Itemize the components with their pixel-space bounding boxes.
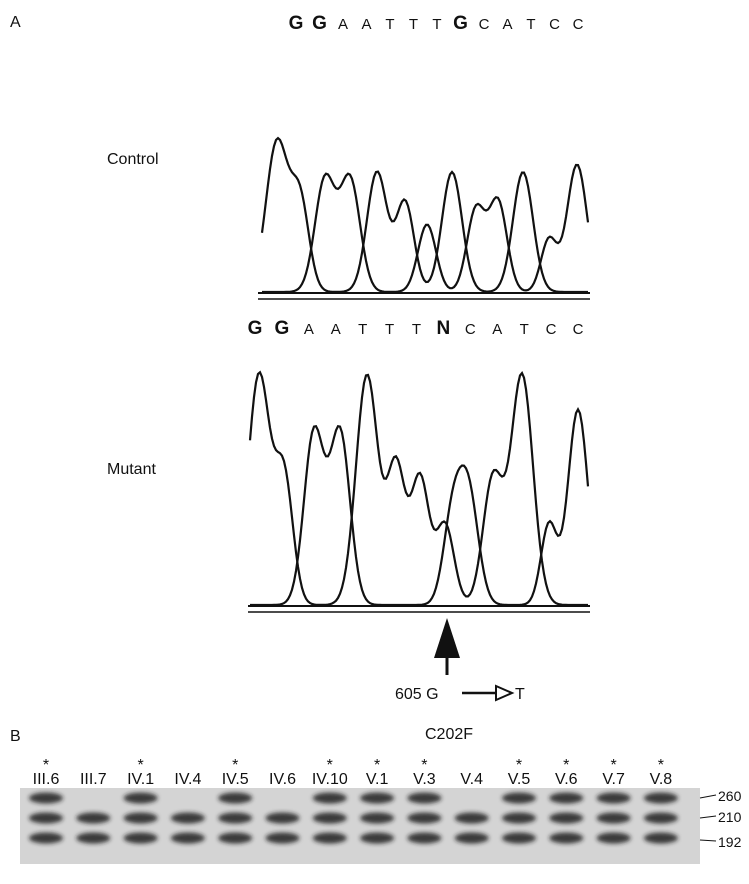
protein-change: C202F bbox=[425, 726, 473, 743]
band-pointer bbox=[700, 816, 716, 818]
base-letter: C bbox=[573, 321, 584, 338]
gel-band bbox=[29, 833, 63, 844]
band-pointer bbox=[700, 840, 716, 841]
figure: A Control Mutant 605 G T C202F B GGAATTT… bbox=[0, 0, 749, 879]
gel-band bbox=[76, 833, 110, 844]
arrow-head bbox=[434, 618, 460, 658]
gel-band bbox=[407, 813, 441, 824]
gel-band bbox=[360, 793, 394, 804]
lane-mark: * bbox=[374, 757, 380, 774]
base-letter: G bbox=[289, 13, 304, 34]
gel-band bbox=[124, 813, 158, 824]
trace bbox=[262, 165, 588, 292]
gel-band bbox=[549, 833, 583, 844]
gel-band bbox=[549, 813, 583, 824]
band-pointer bbox=[700, 795, 716, 798]
base-letter: T bbox=[412, 321, 421, 338]
trace-label: Control bbox=[107, 151, 159, 168]
gel-band bbox=[124, 833, 158, 844]
gel-band bbox=[360, 833, 394, 844]
gel-band bbox=[502, 793, 536, 804]
gel-band bbox=[407, 833, 441, 844]
base-letter: C bbox=[573, 16, 584, 33]
gel-band bbox=[644, 813, 678, 824]
gel-band bbox=[218, 833, 252, 844]
base-letter: A bbox=[492, 321, 502, 338]
base-letter: C bbox=[546, 321, 557, 338]
gel-band bbox=[218, 793, 252, 804]
base-letter: A bbox=[331, 321, 341, 338]
gel-band bbox=[360, 813, 394, 824]
gel-band bbox=[266, 813, 300, 824]
base-letter: A bbox=[304, 321, 314, 338]
gel-band bbox=[502, 833, 536, 844]
band-size: 260 bbox=[718, 788, 742, 804]
base-letter: C bbox=[479, 16, 490, 33]
lane-label: IV.6 bbox=[269, 771, 296, 788]
base-letter: T bbox=[520, 321, 529, 338]
base-letter: A bbox=[502, 16, 512, 33]
lane-mark: * bbox=[43, 757, 49, 774]
base-letter: T bbox=[385, 321, 394, 338]
mutation-to: T bbox=[515, 686, 525, 703]
lane-mark: * bbox=[232, 757, 238, 774]
base-letter: T bbox=[432, 16, 441, 33]
lane-mark: * bbox=[610, 757, 616, 774]
gel-band bbox=[29, 793, 63, 804]
base-letter: C bbox=[465, 321, 476, 338]
base-letter: A bbox=[361, 16, 371, 33]
base-letter: T bbox=[526, 16, 535, 33]
gel-band bbox=[218, 813, 252, 824]
gel-band bbox=[407, 793, 441, 804]
lane-mark: * bbox=[563, 757, 569, 774]
gel-band bbox=[597, 813, 631, 824]
lane-mark: * bbox=[421, 757, 427, 774]
panel-label: A bbox=[10, 14, 21, 31]
lane-mark: * bbox=[658, 757, 664, 774]
gel-band bbox=[597, 833, 631, 844]
gel-band bbox=[313, 793, 347, 804]
gel-band bbox=[597, 793, 631, 804]
base-letter: G bbox=[453, 13, 468, 34]
base-letter: T bbox=[409, 16, 418, 33]
gel-band bbox=[266, 833, 300, 844]
gel-band bbox=[502, 813, 536, 824]
lane-mark: * bbox=[516, 757, 522, 774]
panel-label: B bbox=[10, 728, 21, 745]
gel-band bbox=[313, 813, 347, 824]
band-size: 192 bbox=[718, 834, 742, 850]
base-letter: T bbox=[358, 321, 367, 338]
gel-band bbox=[76, 813, 110, 824]
trace bbox=[250, 372, 588, 605]
lane-label: IV.4 bbox=[174, 771, 201, 788]
base-letter: G bbox=[275, 318, 290, 339]
base-letter: T bbox=[385, 16, 394, 33]
gel-band bbox=[455, 813, 489, 824]
trace-label: Mutant bbox=[107, 461, 156, 478]
arrow-head bbox=[496, 686, 512, 700]
gel-band bbox=[171, 813, 205, 824]
gel-band bbox=[644, 833, 678, 844]
lane-label: V.4 bbox=[460, 771, 483, 788]
lane-mark: * bbox=[137, 757, 143, 774]
base-letter: A bbox=[338, 16, 348, 33]
gel-band bbox=[29, 813, 63, 824]
gel-band bbox=[644, 793, 678, 804]
band-size: 210 bbox=[718, 809, 742, 825]
gel-band bbox=[171, 833, 205, 844]
gel-band bbox=[549, 793, 583, 804]
lane-mark: * bbox=[327, 757, 333, 774]
lane-label: III.7 bbox=[80, 771, 107, 788]
base-letter: G bbox=[248, 318, 263, 339]
gel-band bbox=[313, 833, 347, 844]
gel-band bbox=[124, 793, 158, 804]
base-letter: C bbox=[549, 16, 560, 33]
mutation-from: 605 G bbox=[395, 686, 439, 703]
gel-band bbox=[455, 833, 489, 844]
base-letter: G bbox=[312, 13, 327, 34]
base-letter: N bbox=[437, 318, 451, 339]
